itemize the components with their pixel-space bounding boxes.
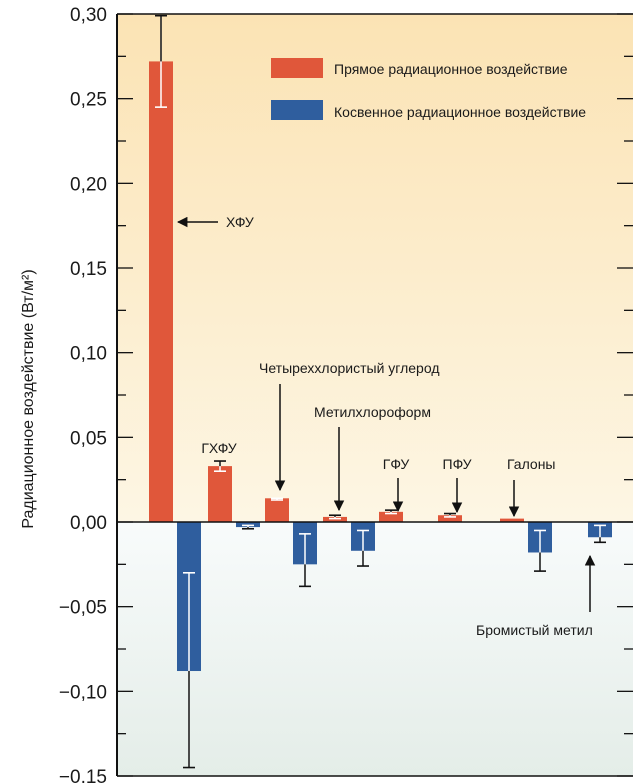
y-tick-label: 0,10 — [70, 344, 107, 365]
error-bars — [155, 14, 606, 769]
negative-region-background — [117, 522, 633, 776]
annotation-hfc: ГФУ — [383, 456, 410, 472]
positive-region-background — [117, 14, 633, 522]
bar-indirect — [236, 522, 260, 528]
legend: Прямое радиационное воздействие Косвенно… — [271, 58, 586, 120]
annotations: ХФУ ГХФУ Четыреххлористый углерод Метилх… — [176, 214, 596, 638]
annotation-cfc: ХФУ — [226, 214, 254, 230]
annotation-methylchloroform: Метилхлороформ — [314, 404, 431, 420]
annotation-methylbromide: Бромистый метил — [476, 622, 593, 638]
legend-swatch-indirect — [271, 100, 323, 120]
y-tick-label: 0,20 — [70, 174, 107, 195]
bar-direct — [208, 466, 232, 522]
annotation-hcfc: ГХФУ — [201, 440, 236, 456]
y-tick-label: 0,00 — [70, 513, 107, 534]
annotation-halons: Галоны — [507, 456, 556, 472]
bar-direct — [323, 516, 347, 522]
y-axis-tick-labels: 0,30 0,25 0,20 0,15 0,10 0,05 0,00 −0,05 −0,10 −0… — [59, 5, 107, 783]
legend-label-direct: Прямое радиационное воздействие — [334, 61, 568, 77]
y-tick-label: 0,05 — [70, 428, 107, 449]
y-tick-label: −0,10 — [59, 682, 107, 703]
bars — [149, 61, 612, 672]
bar-direct — [438, 515, 462, 522]
annotation-pfc: ПФУ — [443, 456, 472, 472]
annotation-ccl4: Четыреххлористый углерод — [259, 360, 439, 376]
y-tick-label: 0,30 — [70, 5, 107, 26]
y-tick-label: 0,25 — [70, 90, 107, 111]
y-axis-ticks — [117, 13, 633, 777]
y-tick-label: −0,05 — [59, 598, 107, 619]
y-tick-label: 0,15 — [70, 259, 107, 280]
bar-direct — [379, 511, 403, 522]
bar-direct — [149, 61, 173, 523]
bar-direct — [500, 518, 524, 522]
bar-direct — [265, 498, 289, 522]
legend-swatch-direct — [271, 58, 323, 78]
y-axis-label: Радиационное воздействие (Вт/м²) — [20, 269, 37, 528]
y-tick-label: −0,15 — [59, 767, 107, 783]
legend-label-indirect: Косвенное радиационное воздействие — [334, 104, 586, 120]
